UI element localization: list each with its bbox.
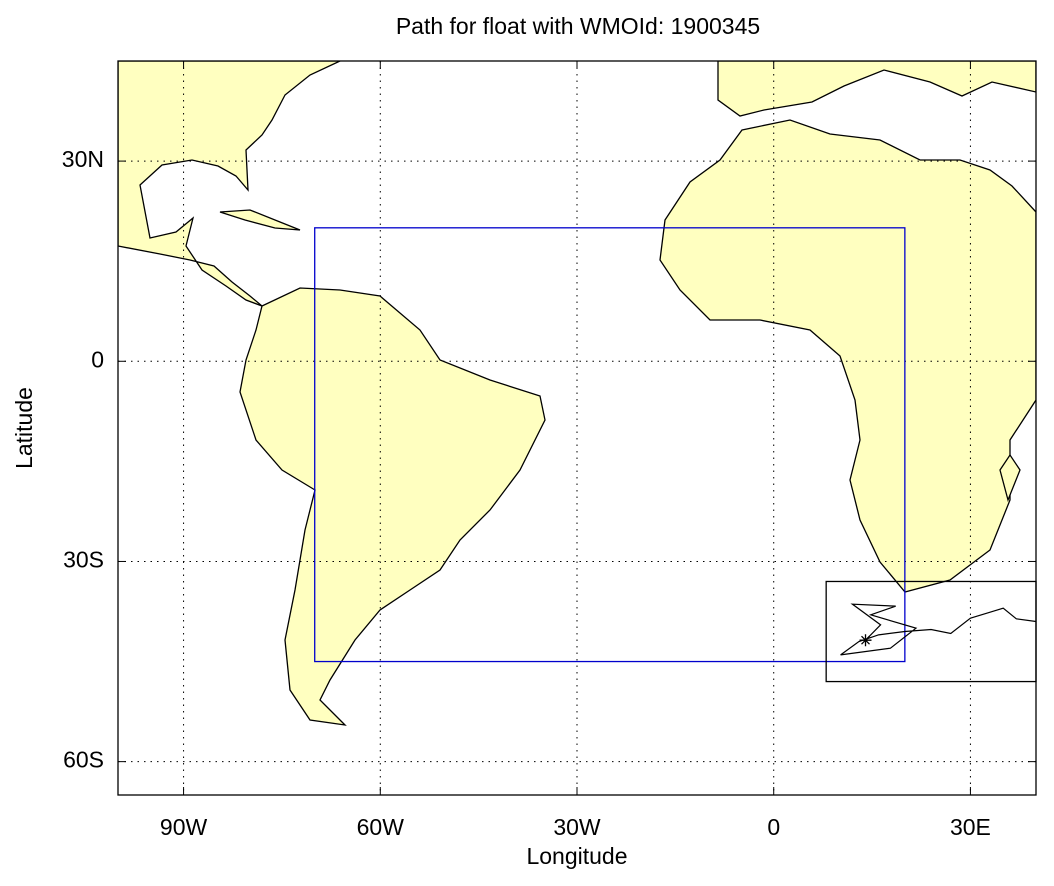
x-tick-label: 30W <box>553 814 601 840</box>
land <box>118 61 1036 726</box>
y-tick-label: 30N <box>62 146 104 172</box>
africa <box>659 119 1036 593</box>
x-tick-label: 30E <box>950 814 991 840</box>
x-tick-label: 0 <box>767 814 780 840</box>
south-america <box>239 287 546 726</box>
y-tick-label: 60S <box>63 747 104 773</box>
map-title: Path for float with WMOId: 1900345 <box>396 13 760 39</box>
madagascar <box>999 453 1021 503</box>
north-america <box>118 61 341 307</box>
region-box <box>314 227 906 663</box>
x-tick-label: 90W <box>160 814 208 840</box>
y-tick-label: 30S <box>63 547 104 573</box>
europe <box>717 61 1036 117</box>
y-axis-label: Latitude <box>11 387 37 469</box>
start-marker <box>859 634 872 647</box>
float-path <box>840 603 1037 656</box>
y-tick-label: 0 <box>91 346 104 372</box>
x-tick-label: 60W <box>357 814 405 840</box>
x-axis-label: Longitude <box>526 843 627 869</box>
region-box <box>825 580 1037 683</box>
cuba <box>219 209 301 231</box>
